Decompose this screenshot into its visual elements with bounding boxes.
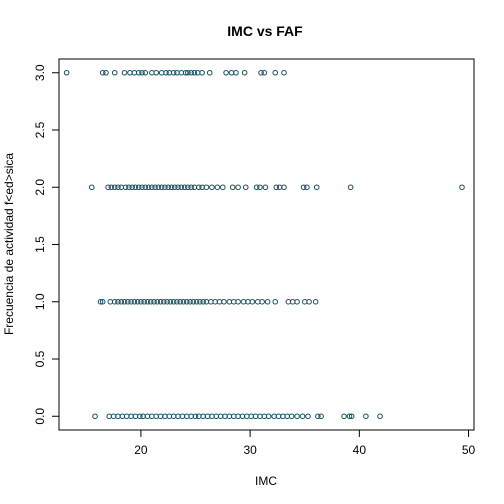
x-tick-label: 40 [353,443,367,457]
x-axis-label: IMC [255,474,277,488]
y-tick-label: 0.0 [33,408,47,425]
chart-title: IMC vs FAF [227,23,303,39]
y-tick-label: 1.0 [33,293,47,310]
y-tick-label: 2.0 [33,179,47,196]
x-tick-label: 30 [243,443,257,457]
y-tick-label: 1.5 [33,236,47,253]
y-axis-label: Frecuencia de actividad f<ed>sica [2,153,16,335]
y-tick-label: 0.5 [33,350,47,367]
x-tick-label: 20 [134,443,148,457]
y-tick-label: 2.5 [33,121,47,138]
x-tick-label: 50 [462,443,476,457]
y-tick-label: 3.0 [33,64,47,81]
